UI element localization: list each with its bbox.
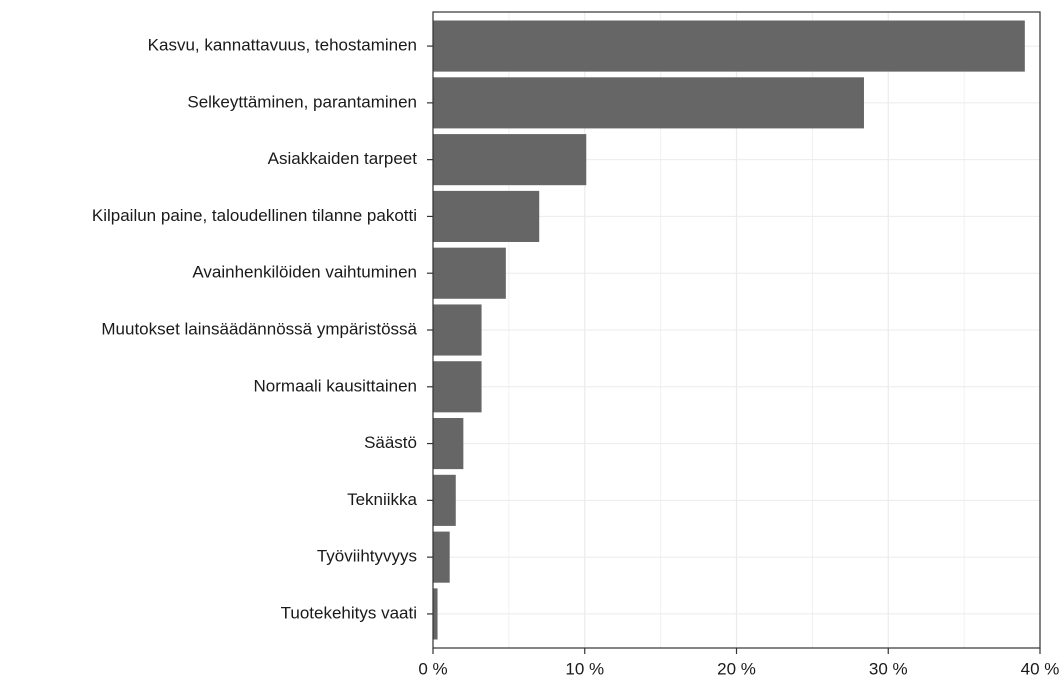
plot-border	[432, 11, 1041, 649]
y-tick-label: Tekniikka	[347, 490, 417, 509]
y-tick-label: Kasvu, kannattavuus, tehostaminen	[148, 36, 417, 55]
x-tick-label: 30 %	[869, 659, 908, 678]
bar	[433, 474, 456, 526]
y-tick-label: Muutokset lainsäädännössä ympäristössä	[101, 319, 417, 338]
bar	[433, 134, 587, 186]
y-tick-label: Kilpailun paine, taloudellinen tilanne p…	[92, 206, 417, 225]
bar	[433, 190, 540, 242]
y-tick-label: Normaali kausittainen	[254, 376, 417, 395]
bar	[433, 77, 864, 129]
bar	[433, 20, 1025, 72]
bar	[433, 531, 450, 583]
x-tick-label: 10 %	[565, 659, 604, 678]
y-tick-label: Selkeyttäminen, parantaminen	[187, 92, 417, 111]
y-tick-label: Työviihtyvyys	[317, 547, 417, 566]
y-tick-label: Asiakkaiden tarpeet	[268, 149, 418, 168]
bar	[433, 361, 482, 413]
bar	[433, 418, 464, 470]
bar	[433, 247, 506, 299]
x-tick-label: 0 %	[418, 659, 447, 678]
y-tick-label: Avainhenkilöiden vaihtuminen	[192, 263, 417, 282]
y-tick-label: Säästö	[364, 433, 417, 452]
x-tick-label: 40 %	[1021, 659, 1060, 678]
x-tick-label: 20 %	[717, 659, 756, 678]
y-tick-label: Tuotekehitys vaati	[281, 603, 417, 622]
bar	[433, 304, 482, 356]
bar	[433, 588, 438, 640]
